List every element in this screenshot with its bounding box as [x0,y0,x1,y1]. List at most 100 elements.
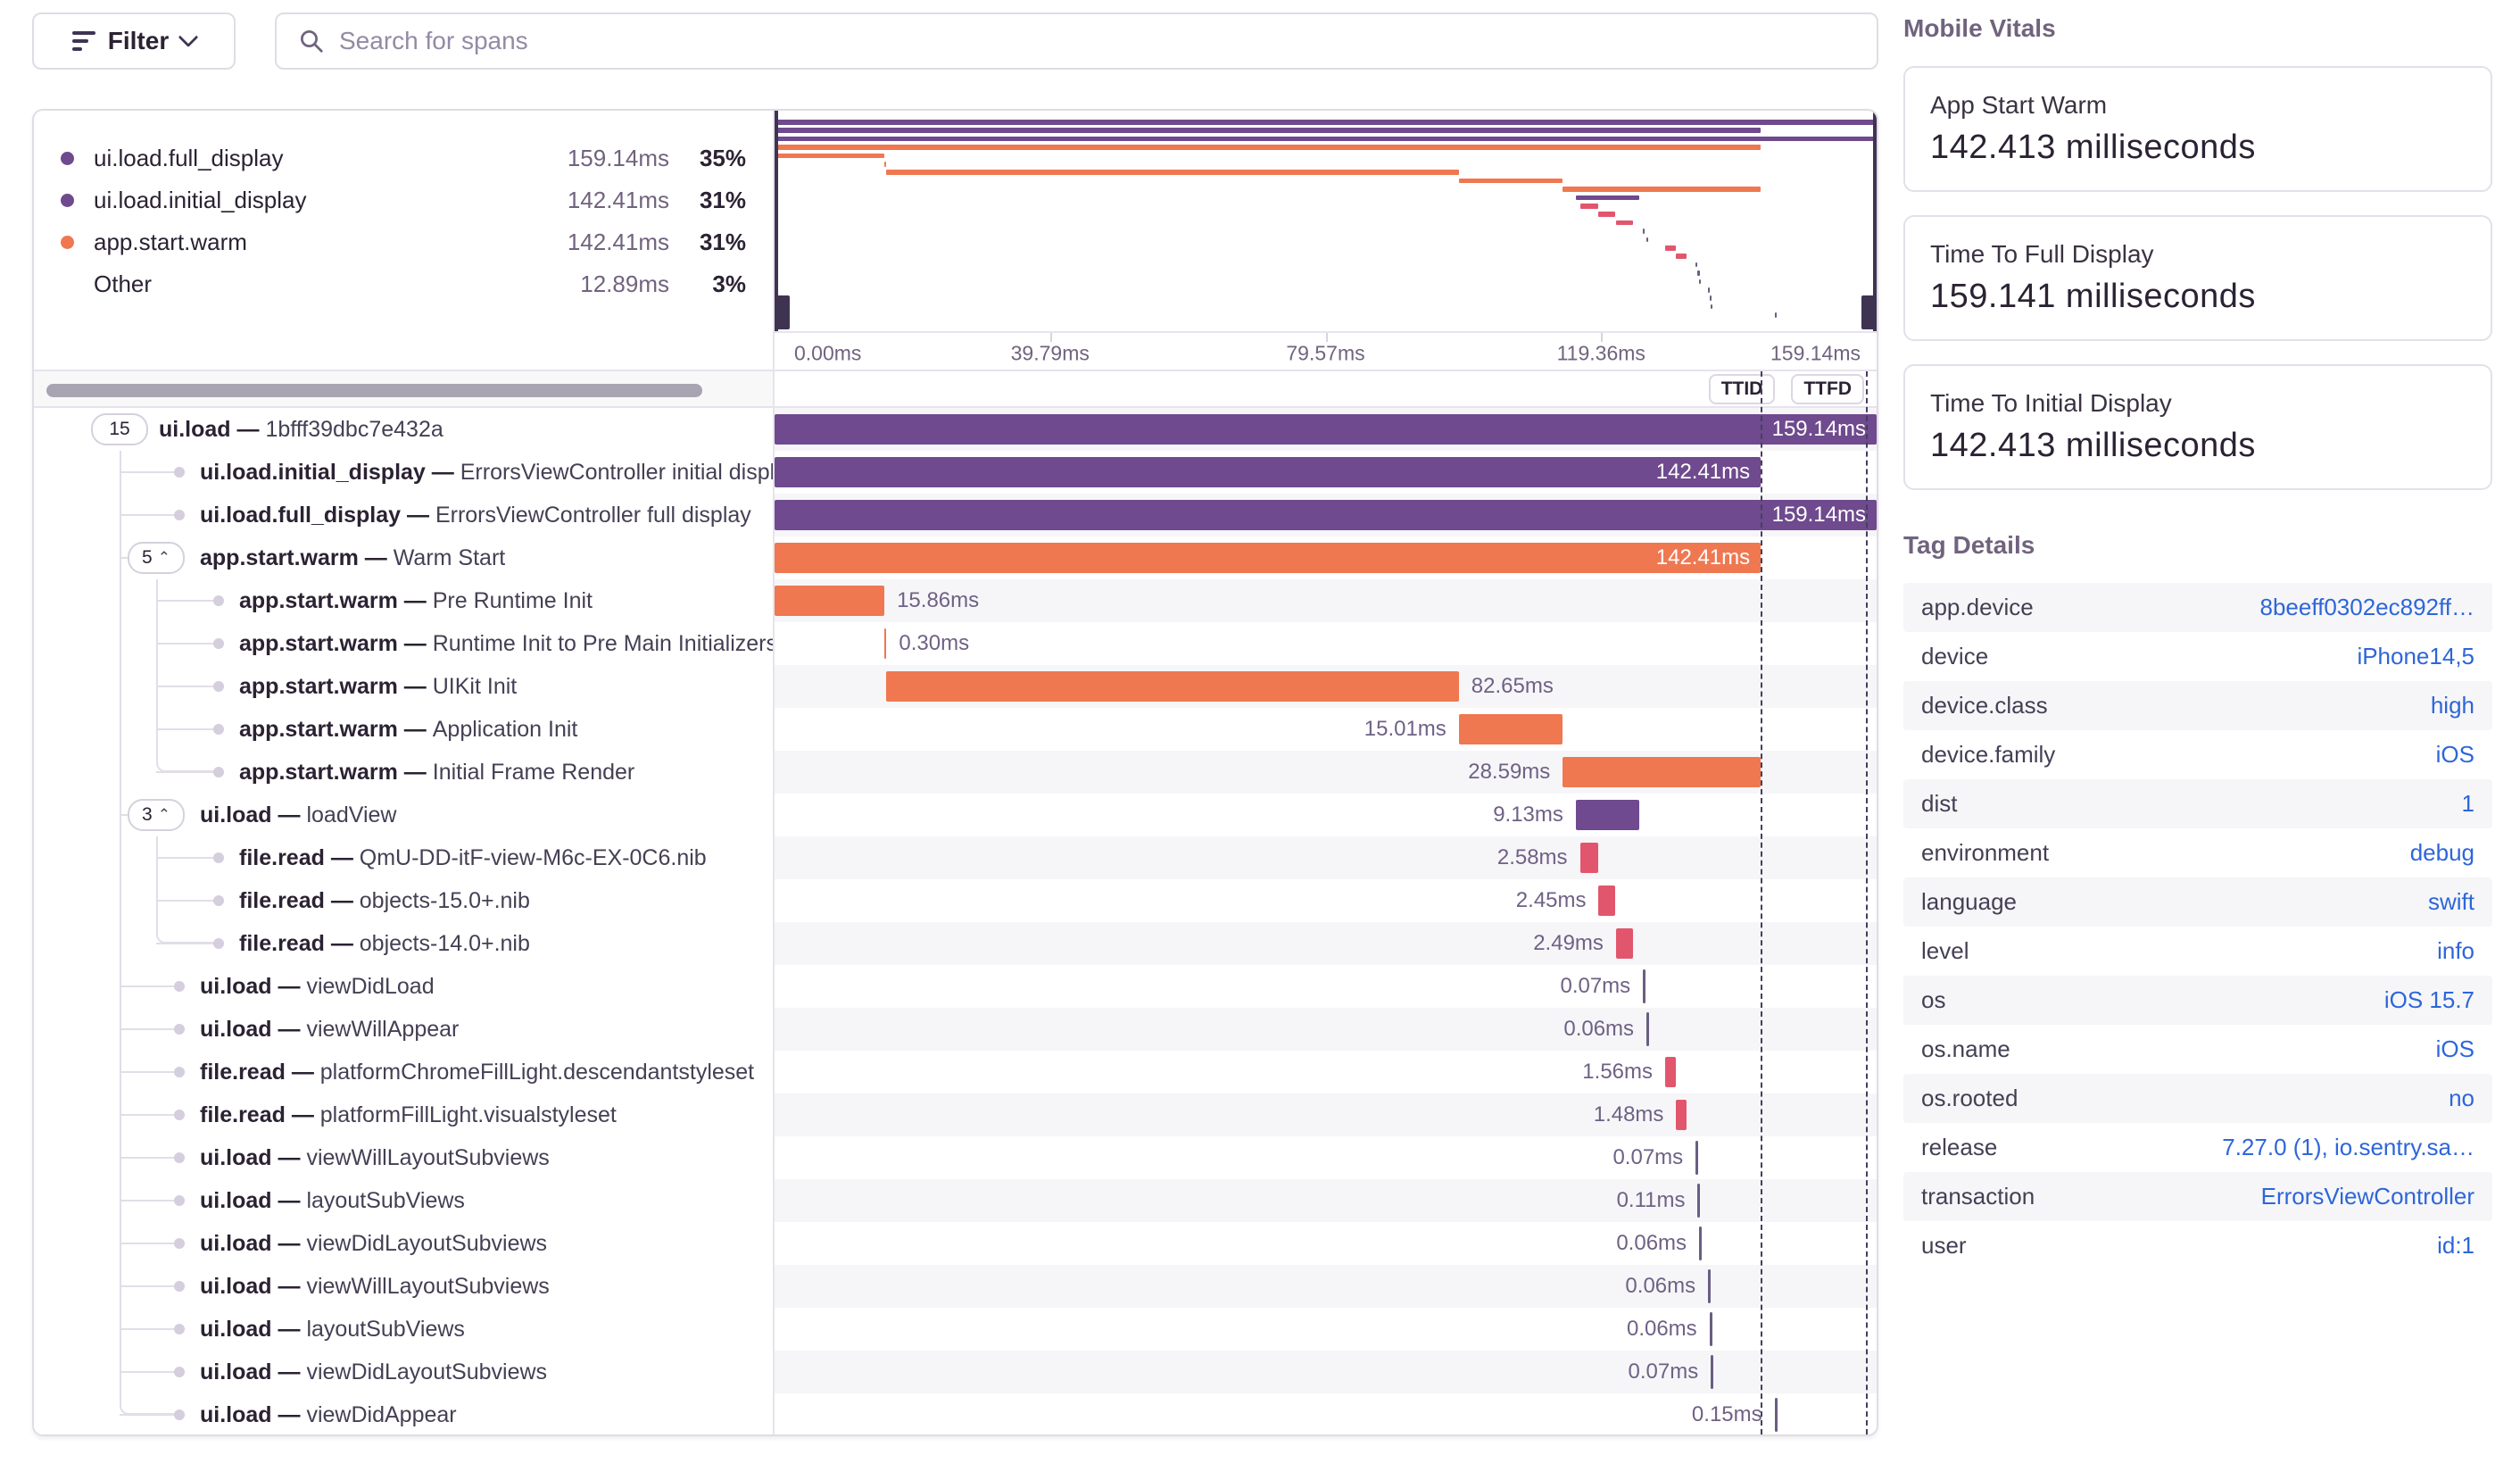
span-label-cell[interactable]: 5 ⌃ app.start.warm — Warm Start [34,536,775,579]
legend-item[interactable]: app.start.warm 142.41ms 31% [61,221,746,263]
span-track[interactable]: 28.59ms [775,751,1877,794]
span-track[interactable]: 142.41ms [775,536,1877,579]
span-label-cell[interactable]: app.start.warm — Application Init [34,708,775,751]
span-track[interactable]: 142.41ms [775,451,1877,494]
span-row[interactable]: file.read — platformChromeFillLight.desc… [34,1051,1877,1093]
span-track[interactable]: 1.56ms [775,1051,1877,1093]
span-duration-bar[interactable]: 142.41ms [775,543,1762,573]
span-track[interactable]: 0.30ms [775,622,1877,665]
tag-value-link[interactable]: debug [2409,839,2474,866]
span-duration-bar[interactable] [886,671,1459,702]
span-row[interactable]: ui.load.initial_display — ErrorsViewCont… [34,451,1877,494]
span-track[interactable]: 159.14ms [775,408,1877,451]
span-duration-bar[interactable] [1699,1226,1703,1260]
span-label-cell[interactable]: ui.load — viewDidLayoutSubviews [34,1351,775,1393]
minimap-right-handle[interactable] [1873,111,1877,331]
search-input[interactable] [339,27,1855,55]
span-label-cell[interactable]: ui.load — viewWillLayoutSubviews [34,1265,775,1308]
span-row[interactable]: file.read — QmU-DD-itF-view-M6c-EX-0C6.n… [34,836,1877,879]
span-duration-bar[interactable] [1646,1012,1650,1046]
span-track[interactable]: 0.06ms [775,1008,1877,1051]
span-duration-bar[interactable] [1711,1355,1714,1389]
span-duration-bar[interactable] [1579,843,1598,873]
span-label-cell[interactable]: ui.load — viewDidLoad [34,965,775,1008]
minimap-right-grip[interactable] [1861,295,1877,329]
span-duration-bar[interactable] [1575,800,1639,830]
span-label-cell[interactable]: app.start.warm — Initial Frame Render [34,751,775,794]
span-label-cell[interactable]: 15 ui.load — 1bfff39dbc7e432a [34,408,775,451]
span-row[interactable]: app.start.warm — Application Init 15.01ms [34,708,1877,751]
legend-item[interactable]: ui.load.full_display 159.14ms 35% [61,137,746,179]
span-label-cell[interactable]: ui.load.initial_display — ErrorsViewCont… [34,451,775,494]
legend-item[interactable]: ui.load.initial_display 142.41ms 31% [61,179,746,221]
span-row[interactable]: file.read — objects-15.0+.nib 2.45ms [34,879,1877,922]
span-label-cell[interactable]: ui.load — viewWillLayoutSubviews [34,1136,775,1179]
span-label-cell[interactable]: file.read — objects-14.0+.nib [34,922,775,965]
span-row[interactable]: app.start.warm — Pre Runtime Init 15.86ms [34,579,1877,622]
span-label-cell[interactable]: app.start.warm — UIKit Init [34,665,775,708]
span-row[interactable]: ui.load — viewWillAppear 0.06ms [34,1008,1877,1051]
minimap-left-handle[interactable] [775,111,778,331]
span-duration-bar[interactable] [1697,1184,1701,1218]
span-track[interactable]: 0.06ms [775,1265,1877,1308]
span-track[interactable]: 0.07ms [775,965,1877,1008]
span-track[interactable]: 0.11ms [775,1179,1877,1222]
span-row[interactable]: 15 ui.load — 1bfff39dbc7e432a 159.14ms [34,408,1877,451]
scrollbar-thumb[interactable] [46,384,702,397]
span-duration-bar[interactable] [1643,969,1646,1003]
span-duration-bar[interactable]: 159.14ms [775,414,1877,445]
tag-value-link[interactable]: swift [2428,888,2474,915]
timeline-minimap[interactable] [775,111,1877,331]
span-label-cell[interactable]: file.read — platformChromeFillLight.desc… [34,1051,775,1093]
filter-button[interactable]: Filter [32,12,236,70]
span-row[interactable]: file.read — objects-14.0+.nib 2.49ms [34,922,1877,965]
tag-value-link[interactable]: iOS [2435,741,2474,768]
tag-value-link[interactable]: iOS 15.7 [2383,986,2474,1013]
span-duration-bar[interactable] [1598,886,1616,916]
span-row[interactable]: ui.load — viewDidLoad 0.07ms [34,965,1877,1008]
span-track[interactable]: 159.14ms [775,494,1877,536]
tag-value-link[interactable]: 1 [2461,790,2474,817]
span-duration-bar[interactable]: 142.41ms [775,457,1762,487]
span-track[interactable]: 2.58ms [775,836,1877,879]
tag-value-link[interactable]: info [2437,937,2474,964]
span-duration-bar[interactable] [1458,714,1563,744]
span-label-cell[interactable]: ui.load — viewDidAppear [34,1393,775,1434]
span-duration-bar[interactable] [1563,757,1762,787]
span-duration-bar[interactable] [1676,1100,1687,1130]
span-row[interactable]: ui.load.full_display — ErrorsViewControl… [34,494,1877,536]
ttid-marker-button[interactable]: TTID [1708,373,1776,404]
span-label-cell[interactable]: file.read — platformFillLight.visualstyl… [34,1093,775,1136]
span-track[interactable]: 9.13ms [775,794,1877,836]
span-track[interactable]: 2.49ms [775,922,1877,965]
span-expand-pill[interactable]: 3 ⌃ [128,799,185,831]
tag-value-link[interactable]: high [2430,692,2474,719]
span-track[interactable]: 0.07ms [775,1136,1877,1179]
tag-value-link[interactable]: 7.27.0 (1), io.sentry.sa… [2222,1134,2474,1160]
tag-value-link[interactable]: 8beeff0302ec892ff… [2259,594,2474,620]
span-row[interactable]: app.start.warm — Runtime Init to Pre Mai… [34,622,1877,665]
span-duration-bar[interactable] [775,586,885,616]
span-expand-pill[interactable]: 15 [91,413,148,445]
span-expand-pill[interactable]: 5 ⌃ [128,542,185,574]
span-duration-bar[interactable] [1709,1312,1712,1346]
span-label-cell[interactable]: ui.load — layoutSubViews [34,1179,775,1222]
span-row[interactable]: ui.load — layoutSubViews 0.11ms [34,1179,1877,1222]
span-duration-bar[interactable] [1774,1398,1778,1432]
span-row[interactable]: ui.load — layoutSubViews 0.06ms [34,1308,1877,1351]
span-label-cell[interactable]: 3 ⌃ ui.load — loadView [34,794,775,836]
span-label-cell[interactable]: file.read — objects-15.0+.nib [34,879,775,922]
span-track[interactable]: 2.45ms [775,879,1877,922]
span-duration-bar[interactable] [1615,928,1634,959]
span-row[interactable]: ui.load — viewWillLayoutSubviews 0.06ms [34,1265,1877,1308]
span-row[interactable]: ui.load — viewDidAppear 0.15ms [34,1393,1877,1434]
tag-value-link[interactable]: ErrorsViewController [2260,1183,2474,1210]
span-label-cell[interactable]: ui.load — viewDidLayoutSubviews [34,1222,775,1265]
span-label-cell[interactable]: file.read — QmU-DD-itF-view-M6c-EX-0C6.n… [34,836,775,879]
span-track[interactable]: 15.86ms [775,579,1877,622]
span-duration-bar[interactable] [1708,1269,1712,1303]
tag-value-link[interactable]: iOS [2435,1035,2474,1062]
span-duration-bar[interactable] [1695,1141,1699,1175]
span-row[interactable]: ui.load — viewDidLayoutSubviews 0.06ms [34,1222,1877,1265]
span-label-cell[interactable]: app.start.warm — Runtime Init to Pre Mai… [34,622,775,665]
